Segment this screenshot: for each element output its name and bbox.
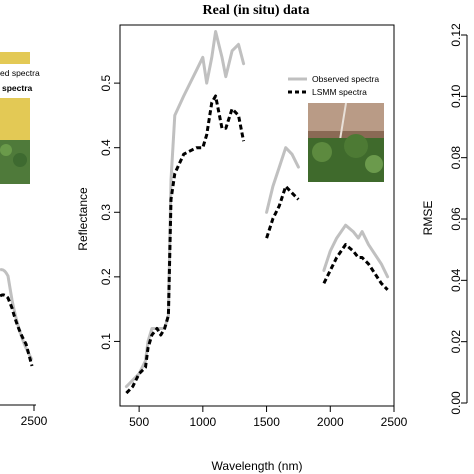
right-panel: RMSE 0.12 0.10 0.08 0.06 0.04 0.02 0.00 (421, 23, 468, 415)
y-axis-title: Reflectance (76, 187, 90, 251)
x-axis: 500 1000 1500 2000 2500 (129, 406, 408, 429)
right-y-axis-title: RMSE (421, 201, 435, 236)
observed-spectra-line-segment-3 (322, 223, 390, 279)
left-legend-lsmm: spectra (2, 83, 33, 93)
x-tick-label: 2000 (317, 415, 344, 429)
left-legend-box (0, 64, 42, 98)
left-legend-observed: ed spectra (0, 68, 40, 78)
right-y-tick-label: 0.10 (449, 84, 463, 108)
right-y-tick-label: 0.12 (449, 23, 463, 47)
central-panel: Real (in situ) data Observed spectra LSM… (76, 3, 408, 473)
right-y-ticks: 0.12 0.10 0.08 0.06 0.04 0.02 0.00 (449, 23, 467, 415)
y-axis: 0.1 0.2 0.3 0.4 0.5 (99, 74, 120, 350)
y-tick-label: 0.1 (99, 333, 113, 350)
x-tick-label: 2500 (381, 415, 408, 429)
photo-leaf (365, 155, 383, 173)
observed-spectra-line-segment-2 (265, 146, 300, 214)
y-tick-label: 0.5 (99, 74, 113, 91)
right-y-tick-label: 0.08 (449, 146, 463, 170)
x-tick-label: 1500 (253, 415, 280, 429)
left-lsmm-line (0, 293, 34, 367)
photo-pole (339, 102, 347, 141)
plot-lines (124, 30, 390, 395)
plot-frame (119, 24, 395, 407)
right-y-tick-label: 0.06 (449, 207, 463, 231)
lsmm-spectra-line-segment-3 (322, 243, 389, 291)
y-tick-label: 0.3 (99, 204, 113, 221)
photo-leaf (312, 142, 332, 162)
legend: Observed spectra LSMM spectra (288, 74, 379, 97)
photo-leaf (344, 134, 368, 158)
x-tick-label: 1000 (189, 415, 216, 429)
chart-title: Real (in situ) data (203, 3, 310, 18)
legend-observed-label: Observed spectra (312, 74, 379, 84)
photo-inset (308, 102, 384, 182)
left-photo-leaf (0, 144, 12, 156)
x-axis-title: Wavelength (nm) (212, 459, 303, 473)
y-tick-label: 0.4 (99, 139, 113, 156)
lsmm-spectra-line-segment-1 (125, 94, 246, 395)
y-tick-label: 0.2 (99, 268, 113, 285)
left-photo-leaf (13, 153, 27, 167)
lsmm-spectra-line-segment-2 (265, 184, 300, 239)
x-tick-label: 500 (129, 415, 149, 429)
right-y-tick-label: 0.04 (449, 268, 463, 292)
legend-lsmm-label: LSMM spectra (312, 87, 367, 97)
left-observed-line (0, 268, 34, 361)
left-panel: ed spectra spectra 2500 (0, 52, 48, 428)
left-x-tick-label: 2500 (21, 414, 48, 428)
observed-spectra-line-segment-1 (124, 30, 246, 389)
right-y-tick-label: 0.02 (449, 330, 463, 354)
right-y-tick-label: 0.00 (449, 391, 463, 415)
